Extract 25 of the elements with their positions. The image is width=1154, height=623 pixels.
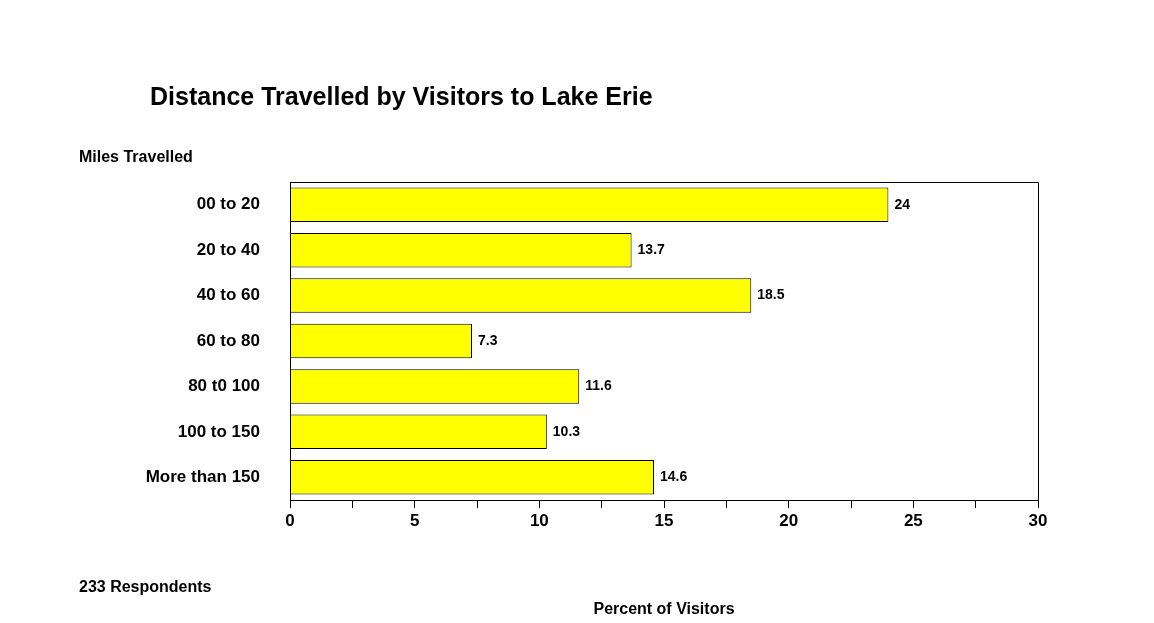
x-tick-label: 5 <box>409 510 420 530</box>
data-label: 10.3 <box>552 422 581 439</box>
data-label: 7.3 <box>478 331 498 348</box>
data-label: 11.6 <box>585 377 612 394</box>
y-tick-label: More than 150 <box>145 466 260 486</box>
y-tick-label: 00 to 20 <box>196 194 260 214</box>
data-label: 24 <box>894 195 911 212</box>
chart-title: Distance Travelled by Visitors to Lake Erie <box>150 82 653 111</box>
x-tick-label: 0 <box>285 510 295 530</box>
y-tick-label: 40 to 60 <box>196 285 260 305</box>
data-label: 14.6 <box>660 468 688 485</box>
x-tick-label: 15 <box>654 510 674 530</box>
x-tick-label: 20 <box>779 510 799 530</box>
y-tick-label: 80 t0 100 <box>188 376 260 396</box>
y-axis-title: Miles Travelled <box>79 148 193 166</box>
data-label: 13.7 <box>637 241 666 257</box>
x-tick-label: 10 <box>529 510 549 530</box>
text: 233 Respondents <box>79 578 212 596</box>
x-axis-title: Percent of Visitors <box>593 599 735 617</box>
x-tick-label: 25 <box>903 510 923 530</box>
x-tick-label: 30 <box>1028 510 1048 530</box>
y-tick-label: 20 to 40 <box>196 239 260 259</box>
y-tick-label: 100 to 150 <box>177 421 260 441</box>
data-label: 18.5 <box>757 286 785 303</box>
y-tick-label: 60 to 80 <box>196 330 260 350</box>
